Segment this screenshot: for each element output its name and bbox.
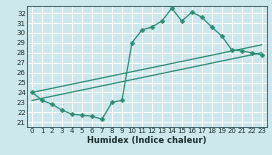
X-axis label: Humidex (Indice chaleur): Humidex (Indice chaleur) bbox=[87, 136, 207, 145]
